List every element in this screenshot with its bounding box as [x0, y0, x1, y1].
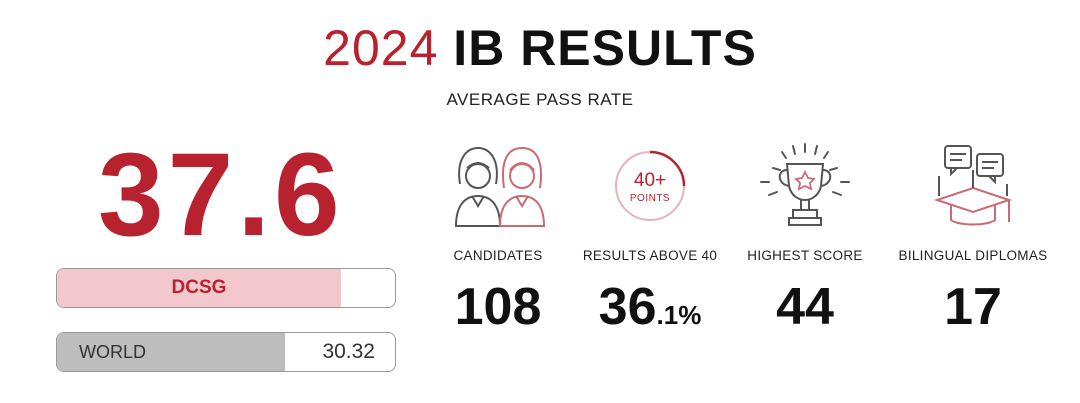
- dcsg-bar: DCSG: [56, 268, 396, 308]
- world-bar-fill: [57, 333, 286, 371]
- candidates-label: CANDIDATES: [453, 248, 543, 263]
- candidates-value: 108: [454, 278, 542, 336]
- results-above-40-value: 36.1%: [560, 275, 740, 347]
- badge-main-text: 40+: [633, 170, 667, 191]
- dcsg-bar-fill: [57, 269, 341, 307]
- bilingual-diplomas-label: BILINGUAL DIPLOMAS: [898, 248, 1048, 263]
- badge-sub-text: POINTS: [629, 193, 671, 204]
- results-above-40-int: 36: [598, 278, 657, 336]
- candidates-icon: [446, 140, 550, 237]
- points-badge-icon: 40+ POINTS: [612, 140, 688, 230]
- dcsg-label: DCSG: [171, 277, 227, 298]
- world-value: 30.32: [322, 340, 375, 363]
- highest-score-label: HIGHEST SCORE: [747, 248, 863, 263]
- trophy-icon: [755, 140, 855, 237]
- world-bar: WORLD 30.32: [56, 332, 396, 372]
- page-title: 2024 IB RESULTS: [0, 18, 1080, 78]
- bilingual-diplomas-value: 17: [944, 278, 1002, 336]
- bilingual-diploma-icon: [923, 140, 1023, 237]
- results-above-40-dec: .1%: [656, 300, 702, 330]
- average-pass-rate-value: 37.6: [98, 129, 344, 261]
- world-label: WORLD: [79, 342, 146, 362]
- title-year: 2024: [323, 20, 439, 76]
- title-text: IB RESULTS: [453, 20, 757, 76]
- subtitle: AVERAGE PASS RATE: [446, 90, 634, 109]
- highest-score-value: 44: [776, 278, 834, 336]
- results-above-40-label: RESULTS ABOVE 40: [582, 248, 718, 263]
